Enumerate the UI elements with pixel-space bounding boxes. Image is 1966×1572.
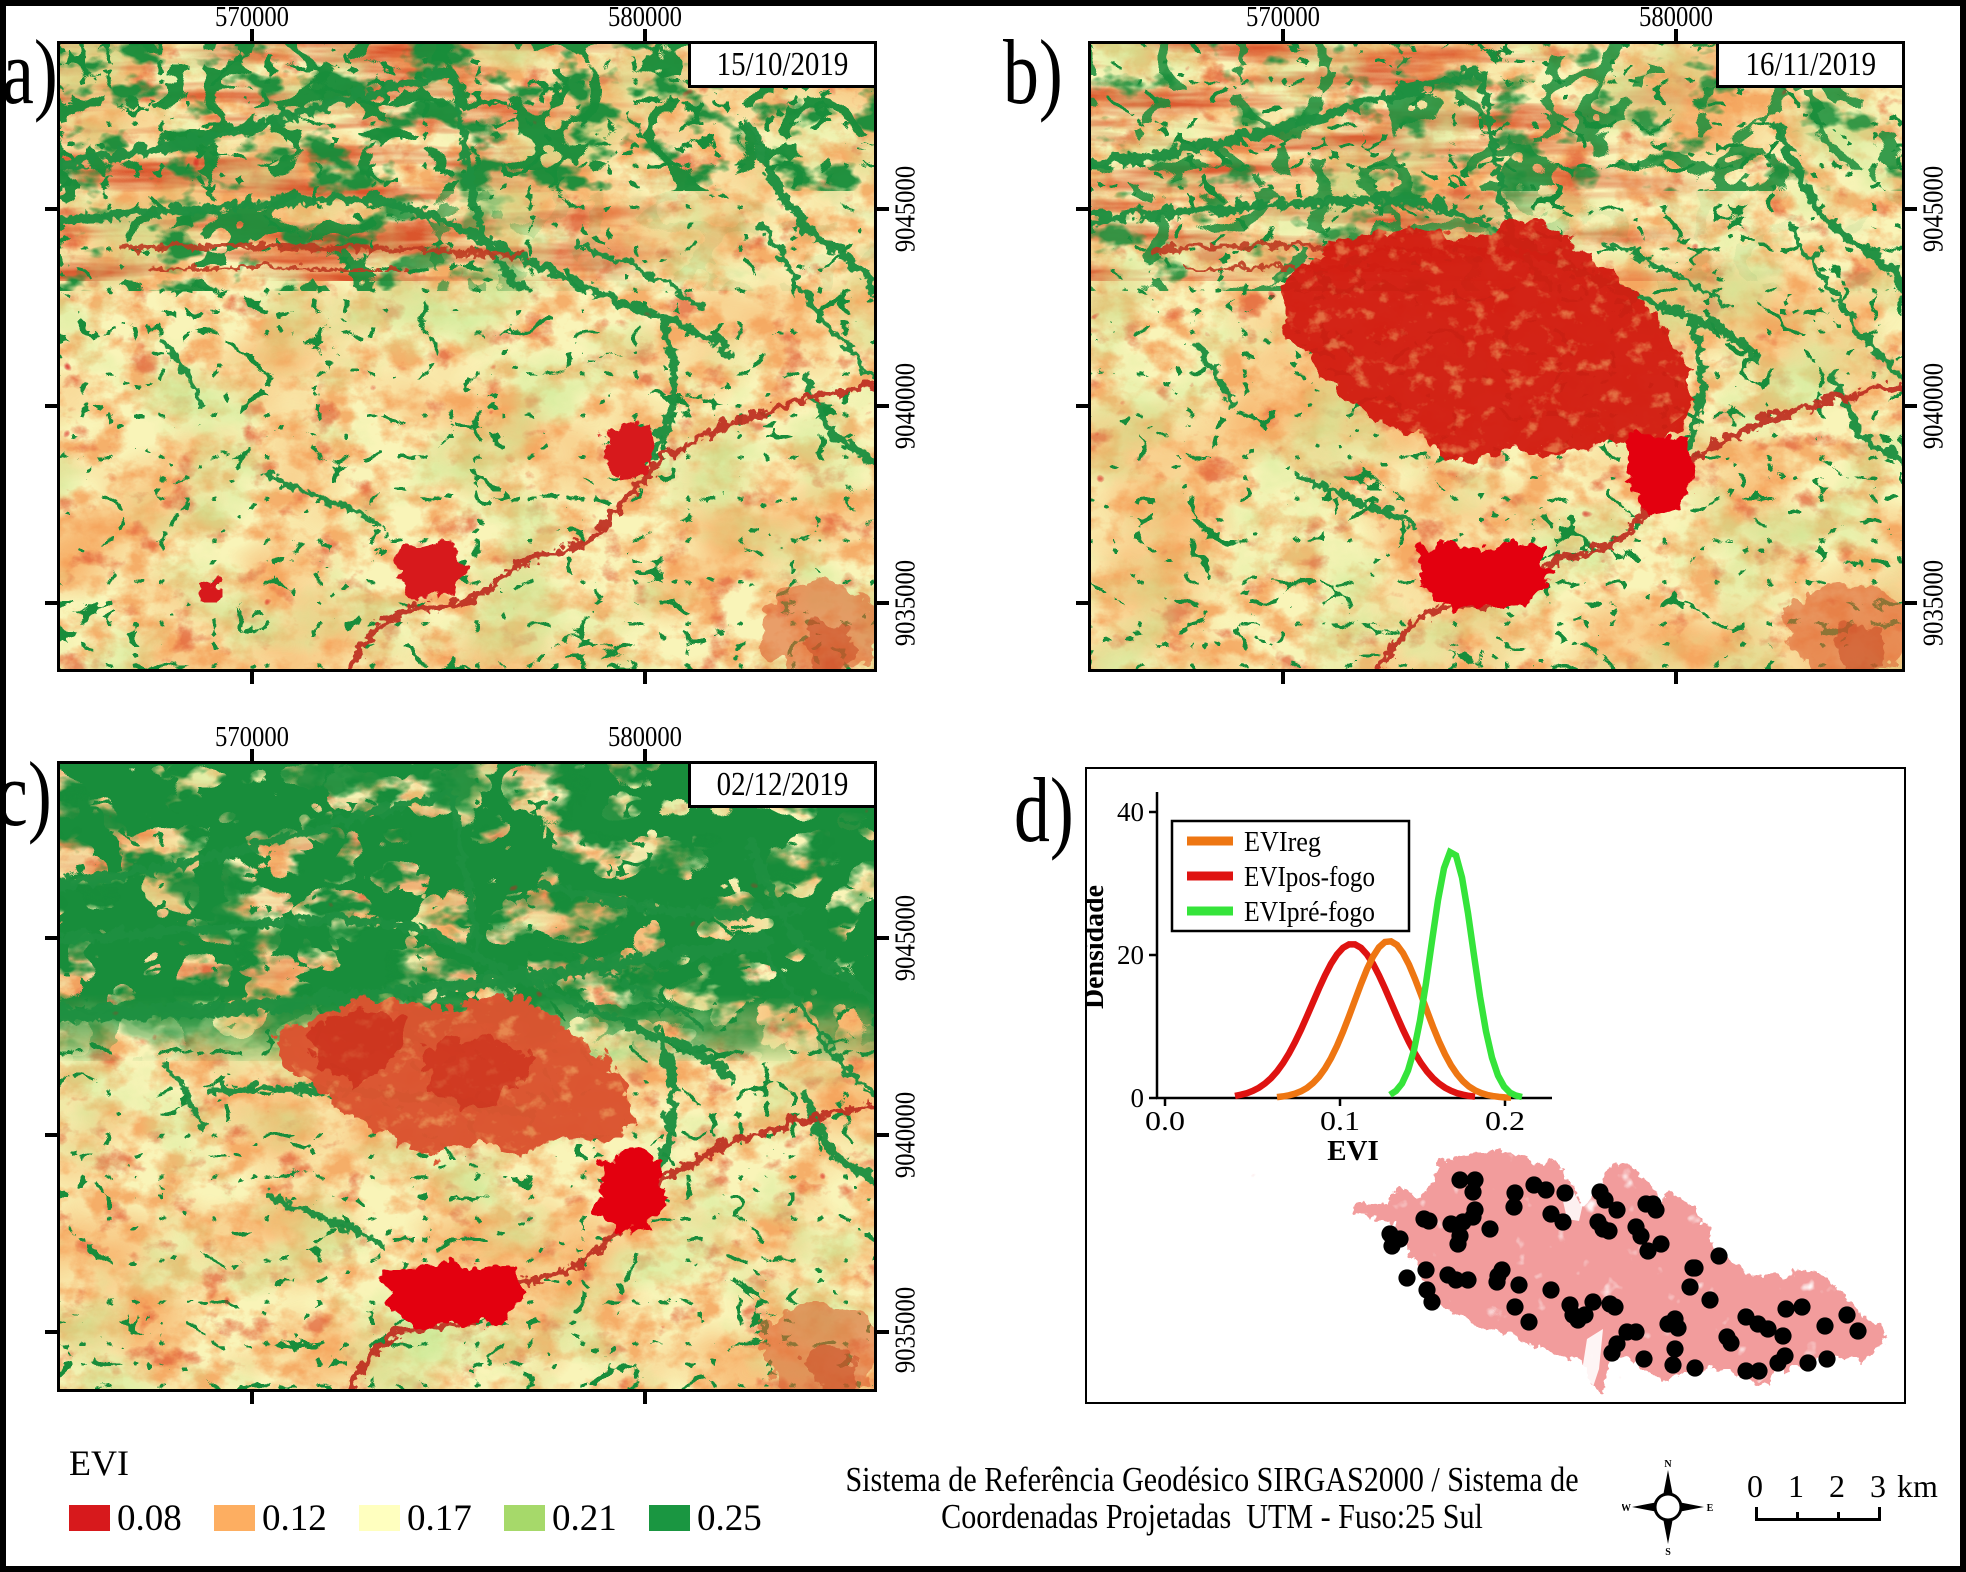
svg-text:EVIpré-fogo: EVIpré-fogo [1244, 896, 1375, 928]
svg-text:EVIreg: EVIreg [1244, 826, 1321, 858]
svg-text:E: E [1707, 1503, 1714, 1514]
svg-text:W: W [1622, 1503, 1631, 1514]
svg-text:S: S [1665, 1547, 1671, 1556]
svg-text:EVIpos-fogo: EVIpos-fogo [1244, 861, 1375, 893]
svg-text:40: 40 [1117, 797, 1144, 827]
svg-text:N: N [1664, 1459, 1672, 1470]
svg-text:Densidade: Densidade [1087, 885, 1110, 1009]
svg-text:20: 20 [1117, 940, 1144, 970]
